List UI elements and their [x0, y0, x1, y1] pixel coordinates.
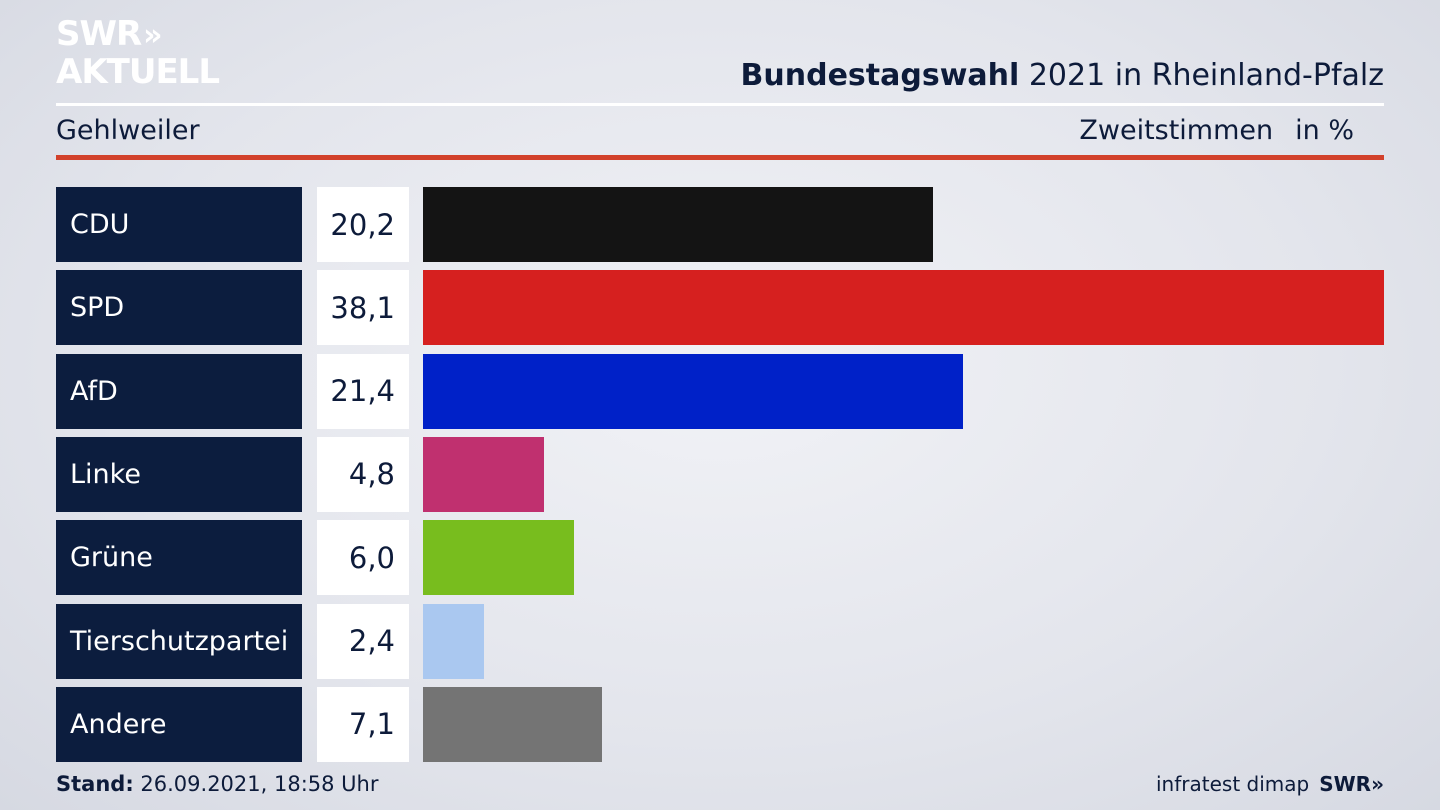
party-label: Tierschutzpartei: [56, 603, 302, 679]
value-label: 20,2: [317, 187, 409, 262]
party-label: Grüne: [56, 520, 302, 596]
logo-swr: SWR: [56, 14, 142, 54]
logo-aktuell: AKTUELL: [56, 52, 220, 92]
party-label: CDU: [56, 187, 302, 262]
value-label: 7,1: [317, 686, 409, 762]
value-label: 2,4: [317, 603, 409, 679]
vote-type-label: Zweitstimmen: [1079, 115, 1274, 146]
party-label: SPD: [56, 270, 302, 346]
bar: [423, 686, 602, 762]
bar: [423, 187, 933, 262]
unit-row: Zweitstimmen in %: [1079, 115, 1354, 146]
value-label: 38,1: [317, 270, 409, 346]
bar: [423, 436, 544, 512]
stand-label: Stand:: [56, 772, 134, 796]
value-label: 6,0: [317, 520, 409, 596]
title-bold: Bundestagswahl: [740, 58, 1020, 93]
location-label: Gehlweiler: [56, 115, 200, 146]
swr-small-logo: SWR»: [1319, 772, 1384, 796]
bar: [423, 520, 574, 596]
header-divider: [56, 103, 1384, 106]
source-credit: infratest dimap SWR»: [1156, 772, 1384, 796]
value-label: 21,4: [317, 353, 409, 429]
timestamp: Stand: 26.09.2021, 18:58 Uhr: [56, 772, 379, 796]
value-label: 4,8: [317, 436, 409, 512]
title-rest: 2021 in Rheinland-Pfalz: [1019, 58, 1384, 93]
swr-aktuell-logo: SWR» AKTUELL: [56, 14, 220, 92]
source-label: infratest dimap: [1156, 772, 1310, 796]
bar: [423, 353, 963, 429]
stand-value: 26.09.2021, 18:58 Uhr: [133, 772, 379, 796]
unit-label: in %: [1295, 115, 1354, 146]
accent-divider: [56, 155, 1384, 160]
party-label: Andere: [56, 686, 302, 762]
party-label: Linke: [56, 436, 302, 512]
bar: [423, 603, 484, 679]
party-label: AfD: [56, 353, 302, 429]
page-title: Bundestagswahl 2021 in Rheinland-Pfalz: [741, 58, 1384, 93]
bar: [423, 270, 1384, 346]
